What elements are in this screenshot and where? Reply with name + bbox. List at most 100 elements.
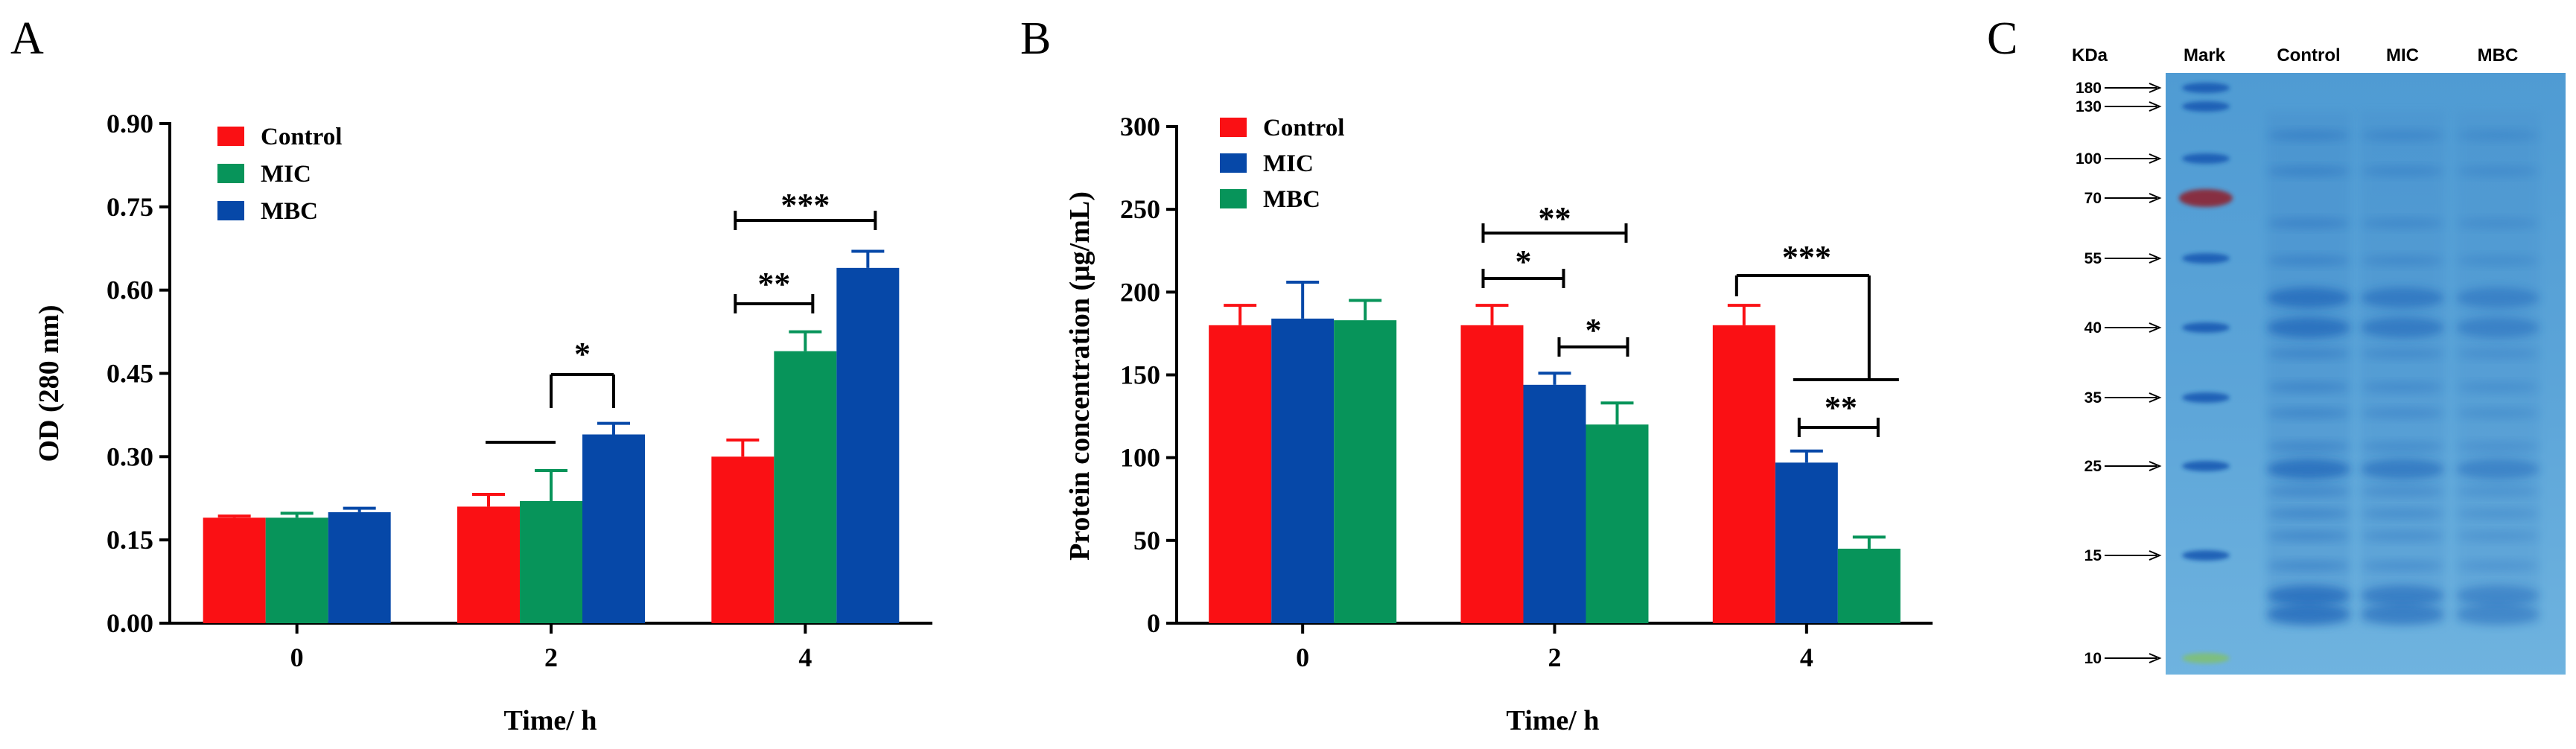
bar-control bbox=[1712, 325, 1775, 623]
gel-sample-band bbox=[2361, 486, 2444, 497]
x-tick-label: 0 bbox=[1296, 643, 1309, 672]
gel-ladder-band bbox=[2182, 461, 2230, 471]
gel-marker-arrowhead bbox=[2149, 461, 2162, 471]
bar-mbc bbox=[582, 434, 645, 623]
significance-label: * bbox=[1516, 243, 1532, 280]
legend-label: MIC bbox=[261, 161, 311, 188]
legend-label: Control bbox=[1263, 115, 1344, 141]
significance-label: * bbox=[574, 336, 591, 372]
gel-sample-band bbox=[2456, 130, 2540, 141]
y-tick-label: 300 bbox=[1120, 112, 1160, 141]
gel-sample-band bbox=[2267, 408, 2350, 418]
y-tick-label: 0 bbox=[1147, 608, 1160, 638]
gel-lane-smear bbox=[2361, 112, 2444, 625]
gel-ladder-band bbox=[2182, 83, 2230, 93]
gel-sample-band bbox=[2456, 486, 2540, 497]
gel-sample-band bbox=[2361, 130, 2444, 141]
bar-mic bbox=[520, 500, 582, 623]
gel-sample-band bbox=[2267, 531, 2350, 541]
bar-control bbox=[457, 506, 520, 623]
gel-marker-arrowhead bbox=[2149, 83, 2162, 93]
gel-sample-band bbox=[2361, 509, 2444, 519]
gel-sample-band bbox=[2456, 531, 2540, 541]
y-tick-label: 0.30 bbox=[106, 442, 153, 471]
gel-sample-band bbox=[2267, 382, 2350, 392]
gel-marker-label: 180 bbox=[2076, 80, 2102, 97]
gel-sample-band bbox=[2267, 486, 2350, 497]
gel-marker-arrowhead bbox=[2149, 653, 2162, 663]
gel-sample-band bbox=[2361, 255, 2444, 266]
y-tick-label: 100 bbox=[1120, 443, 1160, 473]
gel-marker-label: 70 bbox=[2084, 190, 2102, 207]
gel-sample-band bbox=[2361, 604, 2444, 625]
gel-kda-label: KDa bbox=[2072, 45, 2108, 66]
gel-sample-band bbox=[2361, 348, 2444, 359]
y-tick-label: 0.75 bbox=[106, 192, 153, 222]
gel-lane-label-mark: Mark bbox=[2184, 45, 2226, 66]
gel-sample-band bbox=[2456, 442, 2540, 452]
bar-mic bbox=[1775, 462, 1838, 623]
gel-sample-band bbox=[2456, 317, 2540, 338]
y-tick-label: 0.15 bbox=[106, 525, 153, 555]
gel-sample-band bbox=[2456, 218, 2540, 229]
gel-ladder-band bbox=[2182, 153, 2230, 164]
gel-sample-band bbox=[2361, 218, 2444, 229]
gel-sample-band bbox=[2456, 604, 2540, 625]
gel-sample-band bbox=[2456, 561, 2540, 571]
gel-sample-band bbox=[2267, 255, 2350, 266]
panel-a-plot: 0.00 0.15 0.30 0.45 0.60 0.75 0.90 0 2 4 Control MI… bbox=[106, 109, 932, 672]
x-tick-label: 4 bbox=[1800, 643, 1813, 672]
gel-sample-band bbox=[2456, 287, 2540, 308]
gel-sample-band bbox=[2456, 166, 2540, 176]
significance-label: ** bbox=[757, 266, 790, 302]
bar-control bbox=[203, 517, 266, 623]
gel-ladder-band bbox=[2182, 653, 2230, 663]
significance-label: ** bbox=[1825, 389, 1857, 426]
gel-ladder-band bbox=[2179, 189, 2233, 207]
gel-sample-band bbox=[2267, 561, 2350, 571]
gel-sample-band bbox=[2361, 166, 2444, 176]
gel-marker-label: 25 bbox=[2084, 458, 2102, 475]
gel-sample-band bbox=[2456, 408, 2540, 418]
bar-mic bbox=[265, 517, 328, 623]
gel-sample-band bbox=[2361, 382, 2444, 392]
panel-a-y-axis-title: OD (280 nm) bbox=[34, 305, 65, 462]
x-tick-label: 4 bbox=[798, 643, 812, 672]
bar-mic bbox=[1271, 318, 1335, 623]
significance-label: * bbox=[1586, 312, 1602, 348]
legend-label: MBC bbox=[261, 198, 318, 225]
gel-sample-band bbox=[2361, 561, 2444, 571]
legend-swatch-control bbox=[1220, 118, 1247, 137]
gel-sample-band bbox=[2267, 509, 2350, 519]
gel-marker-label: 35 bbox=[2084, 389, 2102, 407]
y-tick-label: 0.60 bbox=[106, 275, 153, 305]
gel-sample-band bbox=[2456, 255, 2540, 266]
gel-sample-band bbox=[2456, 459, 2540, 479]
y-tick-label: 250 bbox=[1120, 194, 1160, 224]
gel-sample-band bbox=[2361, 585, 2444, 606]
gel-ladder-band bbox=[2182, 392, 2230, 403]
gel-sample-band bbox=[2267, 585, 2350, 606]
gel-sample-band bbox=[2361, 531, 2444, 541]
bar-mbc bbox=[328, 511, 391, 623]
panel-b-letter: B bbox=[1020, 13, 1051, 64]
gel-sample-band bbox=[2267, 604, 2350, 625]
legend-swatch-mbc bbox=[1220, 189, 1247, 208]
significance-label: ** bbox=[1539, 200, 1571, 237]
gel-sample-band bbox=[2456, 585, 2540, 606]
gel-lane-smear bbox=[2456, 112, 2540, 625]
gel-marker-label: 15 bbox=[2084, 547, 2102, 564]
legend-label: MIC bbox=[1263, 150, 1314, 177]
gel-sample-band bbox=[2361, 317, 2444, 338]
panel-a-x-axis-title: Time/ h bbox=[504, 705, 597, 736]
legend-swatch-control bbox=[217, 127, 244, 146]
gel-marker-label: 40 bbox=[2084, 319, 2102, 337]
x-tick-label: 0 bbox=[290, 643, 304, 672]
bar-mbc bbox=[1334, 320, 1397, 623]
gel-sample-band bbox=[2267, 287, 2350, 308]
panel-a-letter: A bbox=[10, 13, 44, 64]
